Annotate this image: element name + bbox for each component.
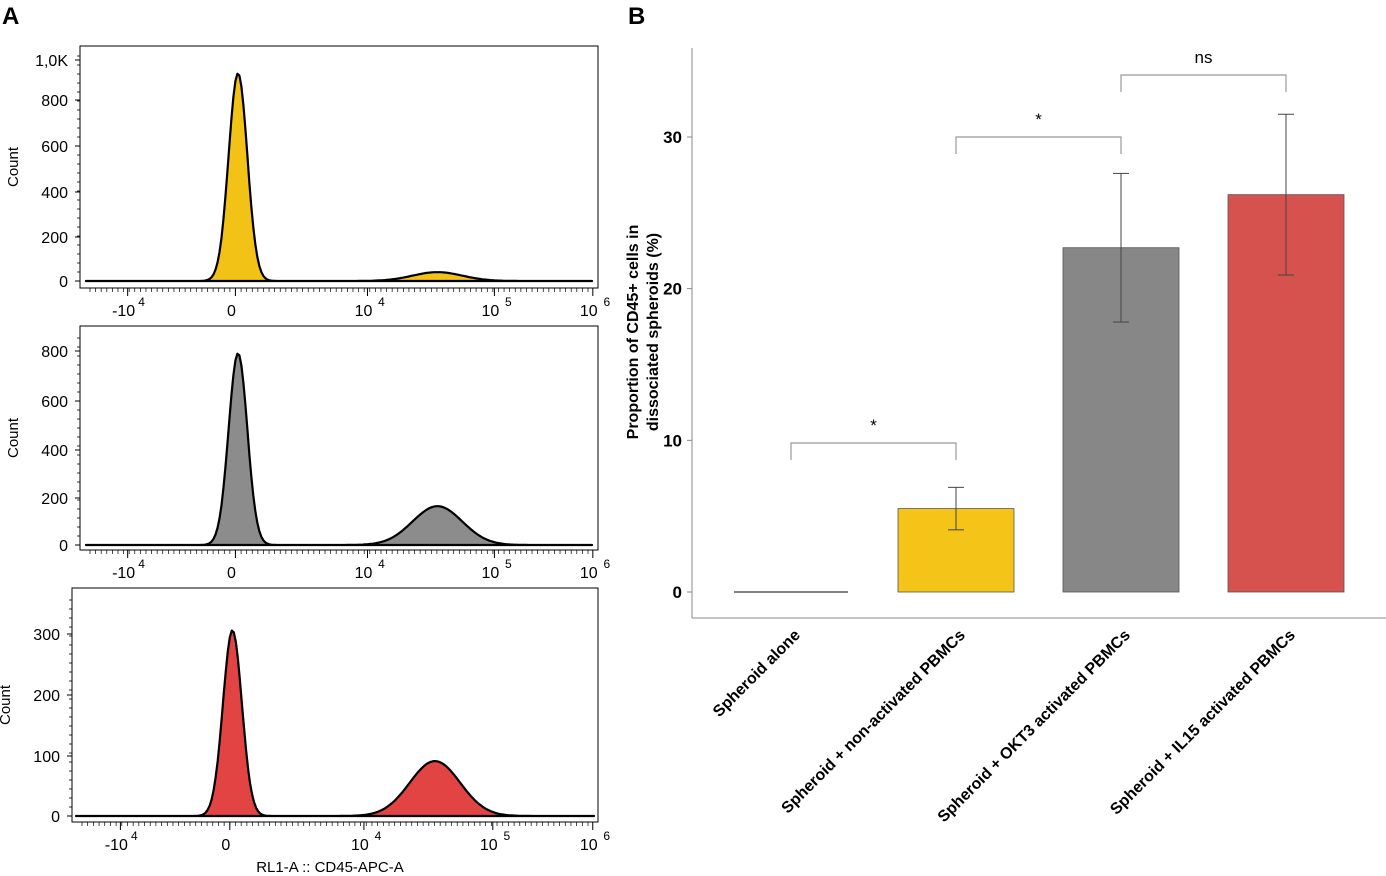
y-tick-label: 400 bbox=[41, 185, 68, 202]
y-axis-title-line: dissociated spheroids (%) bbox=[645, 233, 662, 431]
x-tick-exponent: 6 bbox=[603, 295, 610, 309]
x-tick-exponent: 4 bbox=[131, 829, 138, 843]
bar-chart: 0 10 20 30 Proportion of CD45+ cells in disso… bbox=[625, 48, 1386, 826]
y-tick-label: 0 bbox=[673, 583, 682, 602]
category-label: Spheroid + non-activated PBMCs bbox=[779, 627, 969, 817]
y-axis-title: Count bbox=[0, 684, 14, 725]
plot-frame bbox=[79, 325, 599, 551]
x-tick-label: 10 bbox=[580, 837, 598, 854]
x-tick-exponent: 4 bbox=[378, 557, 385, 571]
x-tick-exponent: 4 bbox=[378, 295, 385, 309]
x-tick-label: 10 bbox=[480, 837, 498, 854]
significance-label: * bbox=[870, 416, 877, 435]
panel-b-label: B bbox=[628, 3, 645, 30]
y-tick-label: 800 bbox=[41, 344, 68, 361]
y-tick-label: 100 bbox=[33, 749, 60, 766]
histogram-area bbox=[74, 629, 596, 818]
y-axis-title: Count bbox=[5, 146, 22, 187]
x-tick-label: 10 bbox=[355, 565, 373, 582]
x-tick-exponent: 5 bbox=[505, 557, 512, 571]
y-tick-label: 20 bbox=[663, 280, 682, 299]
histogram-area bbox=[84, 352, 594, 547]
y-tick-label: 30 bbox=[663, 128, 682, 147]
y-axis-title-line: Proportion of CD45+ cells in bbox=[625, 225, 642, 440]
y-tick-label: 10 bbox=[663, 431, 682, 450]
y-tick-label: 400 bbox=[41, 443, 68, 460]
x-tick-exponent: 4 bbox=[138, 295, 145, 309]
category-label: Spheroid + IL15 activated PBMCs bbox=[1107, 627, 1299, 819]
panel-a-x-axis-title: RL1-A :: CD45-APC-A bbox=[256, 859, 404, 876]
x-tick-exponent: 4 bbox=[138, 557, 145, 571]
y-tick-label: 200 bbox=[41, 230, 68, 247]
y-tick-label: 0 bbox=[59, 274, 68, 291]
x-tick-label: -10 bbox=[112, 565, 135, 582]
y-tick-label: 0 bbox=[59, 538, 68, 555]
histogram-area bbox=[84, 72, 594, 283]
x-tick-label: 10 bbox=[355, 303, 373, 320]
x-tick-exponent: 4 bbox=[375, 829, 382, 843]
x-tick-label: 10 bbox=[482, 303, 500, 320]
x-tick-label: 0 bbox=[221, 837, 230, 854]
x-tick-exponent: 6 bbox=[603, 829, 610, 843]
y-axis-title: Proportion of CD45+ cells in dissociated … bbox=[625, 225, 662, 440]
x-tick-exponent: 6 bbox=[603, 557, 610, 571]
y-tick-label: 200 bbox=[33, 688, 60, 705]
y-tick-label: 1,0K bbox=[35, 53, 68, 70]
y-tick-label: 200 bbox=[41, 491, 68, 508]
category-label: Spheroid alone bbox=[710, 627, 804, 721]
y-axis-title: Count bbox=[5, 417, 22, 458]
x-tick-label: 0 bbox=[227, 303, 236, 320]
x-tick-label: 10 bbox=[580, 303, 598, 320]
x-tick-label: 10 bbox=[351, 837, 369, 854]
x-tick-exponent: 5 bbox=[505, 295, 512, 309]
x-tick-label: -10 bbox=[105, 837, 128, 854]
panel-a-label: A bbox=[2, 3, 19, 30]
significance-bracket bbox=[790, 442, 957, 460]
x-tick-label: 0 bbox=[227, 565, 236, 582]
y-tick-label: 800 bbox=[41, 93, 68, 110]
significance-label: ns bbox=[1195, 48, 1213, 67]
x-tick-exponent: 5 bbox=[503, 829, 510, 843]
plot-frame bbox=[79, 45, 599, 289]
significance-label: * bbox=[1035, 110, 1042, 129]
y-tick-label: 600 bbox=[41, 394, 68, 411]
x-tick-label: -10 bbox=[112, 303, 135, 320]
y-tick-label: 0 bbox=[51, 809, 60, 826]
y-tick-label: 600 bbox=[41, 139, 68, 156]
significance-bracket bbox=[955, 136, 1122, 154]
y-tick-label: 300 bbox=[33, 627, 60, 644]
plot-frame bbox=[71, 587, 599, 823]
category-label: Spheroid + OKT3 activated PBMCs bbox=[935, 627, 1134, 826]
x-tick-label: 10 bbox=[482, 565, 500, 582]
significance-bracket bbox=[1120, 74, 1287, 92]
x-tick-label: 10 bbox=[580, 565, 598, 582]
